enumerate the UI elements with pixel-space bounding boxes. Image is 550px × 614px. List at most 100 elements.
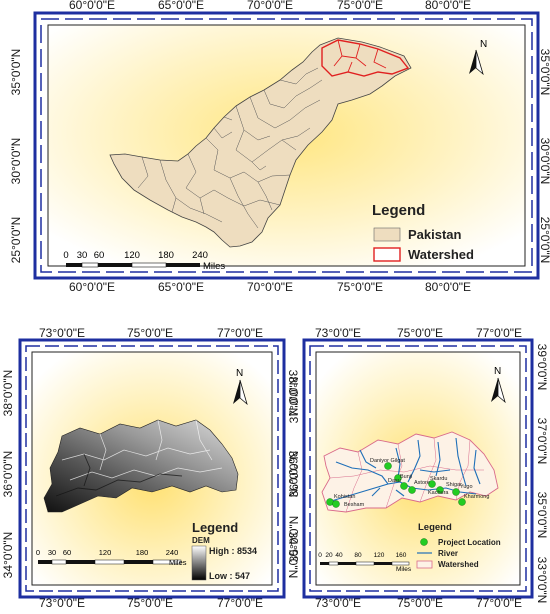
map1-top-lon-4: 80°0'0"E <box>424 0 472 12</box>
project-locations <box>326 462 466 508</box>
map3-left-lat-0: 37°0'0"N <box>287 376 301 424</box>
map2-scale-bar: 0 30 60 120 180 240 Miles <box>36 548 187 567</box>
map1-scale-bar: 0 30 60 120 180 240 Miles <box>63 250 225 272</box>
map3-legend-river: River <box>438 549 458 558</box>
map3-top-lon-1: 75°0'0"E <box>396 326 444 340</box>
map3-scale-40: 40 <box>335 552 343 559</box>
map1-scale-240: 240 <box>192 250 208 261</box>
map1-scale-60: 60 <box>94 250 105 261</box>
map1-scale-30: 30 <box>77 250 88 261</box>
project-point <box>458 498 466 506</box>
place-kharmong: Kharmong <box>464 494 489 500</box>
watershed-map: Daniyor Gilgat Bunji Dasu Astore Skardu … <box>321 431 499 513</box>
place-shigar: Shigar <box>446 482 462 488</box>
map3-north-label: N <box>494 366 501 377</box>
map3-bottom-lon-2: 77°0'0"E <box>475 596 523 610</box>
place-kachura: Kachura <box>428 490 449 496</box>
map1-left-lat-1: 30°0'0"N <box>9 137 23 185</box>
place-besham: Besham <box>344 502 365 508</box>
map2-north-label: N <box>236 368 243 379</box>
map3-scale-80: 80 <box>354 552 362 559</box>
map2-left-lat-0: 38°0'0"N <box>1 369 15 417</box>
place-bunji: Bunji <box>400 474 412 480</box>
map2-scale-120: 120 <box>99 548 112 557</box>
map2-top-lon-2: 77°0'0"E <box>216 326 264 340</box>
map2-low-label: Low : 547 <box>209 571 250 581</box>
map2-bottom-lon-2: 77°0'0"E <box>216 596 264 610</box>
map1-bottom-lon-2: 70°0'0"E <box>246 280 294 294</box>
map3-scale-0: 0 <box>318 552 322 559</box>
map1-scale-180: 180 <box>158 250 174 261</box>
map1-right-lat-2: 25°0'0"N <box>538 216 550 264</box>
map3-top-lon-2: 77°0'0"E <box>475 326 523 340</box>
map2-left-lat-2: 34°0'0"N <box>1 531 15 579</box>
place-kohistan: Kohistan <box>334 494 355 500</box>
project-point <box>394 474 402 482</box>
map1-legend-watershed: Watershed <box>408 247 474 262</box>
map3-left-lat-2: 35°0'0"N <box>287 515 301 563</box>
map3-scale-unit: Miles <box>396 566 412 573</box>
map2-scale-0: 0 <box>36 548 40 557</box>
map1-legend: Legend Pakistan Watershed <box>372 202 474 262</box>
project-point <box>428 480 436 488</box>
map2-top-lon-1: 75°0'0"E <box>126 326 174 340</box>
map2-scale-240: 240 <box>166 548 179 557</box>
map3-left-lat-1: 36°0'0"N <box>287 450 301 498</box>
map1-scale-0: 0 <box>63 250 68 261</box>
project-point <box>400 482 408 490</box>
map3-legend-watershed: Watershed <box>438 560 479 569</box>
map2-bottom-lon-1: 75°0'0"E <box>126 596 174 610</box>
map3-scale-20: 20 <box>325 552 333 559</box>
map1-frame <box>33 11 540 280</box>
project-point <box>332 500 340 508</box>
map3-bottom-lon-1: 75°0'0"E <box>396 596 444 610</box>
map3-right-lat-2: 35°0'0"N <box>535 491 549 539</box>
map1-bottom-lon-3: 75°0'0"E <box>336 280 384 294</box>
map3-legend: Legend Project Location River Watershed <box>416 522 501 569</box>
map1-scale-unit: Miles <box>203 261 225 272</box>
map1-top-lon-1: 65°0'0"E <box>157 0 205 12</box>
map3-legend-title: Legend <box>418 522 452 533</box>
map3-right-lat-1: 37°0'0"N <box>535 417 549 465</box>
map1-top-lon-2: 70°0'0"E <box>246 0 294 12</box>
place-dasu: Dasu <box>388 478 401 484</box>
map2-north-arrow: N <box>233 368 248 406</box>
project-point <box>452 488 460 496</box>
map1-bottom-lon-0: 60°0'0"E <box>68 280 116 294</box>
map1-north-label: N <box>480 39 487 50</box>
map1-bottom-lon-4: 80°0'0"E <box>424 280 472 294</box>
map2-legend-title: Legend <box>192 520 238 535</box>
project-point <box>408 486 416 494</box>
map3-north-arrow: N <box>491 366 506 404</box>
map1-right-lat-1: 30°0'0"N <box>538 137 550 185</box>
map3-scale-bar: 0 20 40 80 120 160 Miles <box>318 552 412 573</box>
place-yugo: Yugo <box>460 484 473 490</box>
place-astore: Astore <box>414 480 430 486</box>
pakistan-map <box>109 37 412 248</box>
map1-bottom-lon-1: 65°0'0"E <box>157 280 205 294</box>
project-point <box>384 462 392 470</box>
map3-scale-120: 120 <box>374 552 385 559</box>
map2-scale-60: 60 <box>63 548 71 557</box>
map2-scale-180: 180 <box>136 548 149 557</box>
map1-top-lon-0: 60°0'0"E <box>68 0 116 12</box>
map2-scale-unit: Miles <box>169 558 187 567</box>
map1-left-lat-2: 25°0'0"N <box>9 216 23 264</box>
map1-left-lat-0: 35°0'0"N <box>9 48 23 96</box>
map2-dem-label: DEM <box>192 536 210 545</box>
place-skardu: Skardu <box>430 476 447 482</box>
map1-right-lat-0: 35°0'0"N <box>538 48 550 96</box>
map2-high-label: High : 8534 <box>209 546 257 556</box>
map2-bottom-lon-0: 73°0'0"E <box>38 596 86 610</box>
map1-legend-pakistan: Pakistan <box>408 227 462 242</box>
map3-svg: Daniyor Gilgat Bunji Dasu Astore Skardu … <box>302 338 534 599</box>
map3-bottom-lon-0: 73°0'0"E <box>314 596 362 610</box>
dem-raster <box>43 419 239 513</box>
map3-legend-project: Project Location <box>438 538 501 547</box>
map3-right-lat-3: 33°0'0"N <box>535 556 549 604</box>
map1-legend-title: Legend <box>372 202 425 219</box>
map2-legend: Legend DEM High : 8534 Low : 547 <box>191 520 257 581</box>
project-point <box>436 486 444 494</box>
map1-top-lon-3: 75°0'0"E <box>336 0 384 12</box>
map1-svg: N Legend Pakistan Watershed 0 30 60 120 … <box>33 11 540 280</box>
